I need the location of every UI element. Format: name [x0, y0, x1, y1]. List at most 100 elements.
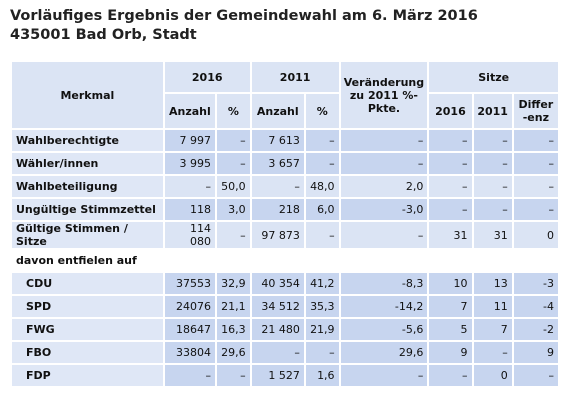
row-label: Gültige Stimmen / Sitze: [12, 222, 163, 248]
value-cell: 31: [429, 222, 472, 248]
value-cell: -14,2: [340, 296, 428, 317]
row-label: CDU: [12, 273, 163, 294]
row-label: FWG: [12, 319, 163, 340]
table-row: Wahlberechtigte 7 997–7 613– – – – –: [12, 130, 558, 151]
value-cell: 9: [513, 342, 558, 363]
subheader-cell: 2011: [473, 94, 512, 128]
value-cell: 21 480: [251, 319, 304, 340]
value-cell: 16,3: [217, 319, 250, 340]
table-row: Ungültige Stimmzettel 118 3,0 218 6,0 -3,0– – –: [12, 199, 558, 220]
value-cell: 3 995: [164, 153, 215, 174]
table-row: Gültige Stimmen / Sitze 114 080–97 873– –3…: [12, 222, 558, 248]
value-cell: 21,9: [305, 319, 339, 340]
value-cell: –: [473, 153, 512, 174]
value-cell: –: [513, 153, 558, 174]
value-cell: –: [473, 176, 512, 197]
value-cell: 114 080: [164, 222, 215, 248]
value-cell: 13: [473, 273, 512, 294]
value-cell: –: [429, 153, 472, 174]
value-cell: 10: [429, 273, 472, 294]
value-cell: –: [305, 153, 339, 174]
header-cell: Veränderung zu 2011 %-Pkte.: [340, 62, 428, 128]
value-cell: –: [164, 365, 215, 386]
value-cell: 1 527: [251, 365, 304, 386]
row-label: Wahlbeteiligung: [12, 176, 163, 197]
value-cell: –: [473, 199, 512, 220]
value-cell: –: [251, 342, 304, 363]
row-label: Wahlberechtigte: [12, 130, 163, 151]
value-cell: 218: [251, 199, 304, 220]
table-row: Wahlbeteiligung –50,0–48,0 2,0– – –: [12, 176, 558, 197]
value-cell: 33804: [164, 342, 215, 363]
row-label: Ungültige Stimmzettel: [12, 199, 163, 220]
value-cell: 31: [473, 222, 512, 248]
subheader-cell: Anzahl: [164, 94, 215, 128]
value-cell: –: [217, 222, 250, 248]
row-label: Wähler/innen: [12, 153, 163, 174]
value-cell: –: [513, 130, 558, 151]
row-label: FBO: [12, 342, 163, 363]
value-cell: –: [164, 176, 215, 197]
value-cell: -8,3: [340, 273, 428, 294]
value-cell: 29,6: [217, 342, 250, 363]
subheader-cell: 2016: [429, 94, 472, 128]
value-cell: -4: [513, 296, 558, 317]
subtitle: 435001 Bad Orb, Stadt: [10, 27, 197, 43]
value-cell: 3,0: [217, 199, 250, 220]
value-cell: –: [473, 342, 512, 363]
value-cell: 34 512: [251, 296, 304, 317]
value-cell: –: [513, 199, 558, 220]
value-cell: 7: [473, 319, 512, 340]
value-cell: 7: [429, 296, 472, 317]
header-cell: Sitze: [429, 62, 558, 92]
value-cell: 37553: [164, 273, 215, 294]
header-cell: Merkmal: [12, 62, 163, 128]
value-cell: 9: [429, 342, 472, 363]
value-cell: 118: [164, 199, 215, 220]
value-cell: 1,6: [305, 365, 339, 386]
table-row: Wähler/innen 3 995–3 657– – – – –: [12, 153, 558, 174]
value-cell: 7 613: [251, 130, 304, 151]
value-cell: 40 354: [251, 273, 304, 294]
value-cell: –: [513, 176, 558, 197]
value-cell: 2,0: [340, 176, 428, 197]
results-table: Merkmal 2016 2011 Veränderung zu 2011 %-…: [10, 60, 560, 388]
value-cell: 48,0: [305, 176, 339, 197]
value-cell: 11: [473, 296, 512, 317]
value-cell: 24076: [164, 296, 215, 317]
value-cell: 3 657: [251, 153, 304, 174]
value-cell: 29,6: [340, 342, 428, 363]
title: Vorläufiges Ergebnis der Gemeindewahl am…: [10, 8, 478, 24]
value-cell: 21,1: [217, 296, 250, 317]
value-cell: -3: [513, 273, 558, 294]
value-cell: 18647: [164, 319, 215, 340]
value-cell: –: [513, 365, 558, 386]
value-cell: –: [217, 130, 250, 151]
value-cell: 0: [473, 365, 512, 386]
value-cell: –: [305, 222, 339, 248]
value-cell: -2: [513, 319, 558, 340]
header-cell: 2011: [251, 62, 339, 92]
value-cell: 0: [513, 222, 558, 248]
value-cell: 6,0: [305, 199, 339, 220]
row-label: FDP: [12, 365, 163, 386]
value-cell: –: [305, 130, 339, 151]
value-cell: 7 997: [164, 130, 215, 151]
value-cell: –: [340, 130, 428, 151]
value-cell: –: [429, 130, 472, 151]
value-cell: –: [340, 365, 428, 386]
subheader-cell: %: [217, 94, 250, 128]
value-cell: 41,2: [305, 273, 339, 294]
value-cell: –: [429, 176, 472, 197]
value-cell: 50,0: [217, 176, 250, 197]
value-cell: 5: [429, 319, 472, 340]
table-row: FWG 18647 16,3 21 480 21,9 -5,6 5 7 -2: [12, 319, 558, 340]
table-row: SPD 24076 21,1 34 512 35,3 -14,2 7 11 -4: [12, 296, 558, 317]
value-cell: –: [305, 342, 339, 363]
value-cell: –: [429, 365, 472, 386]
table-row: FDP – –1 527 1,6– –0–: [12, 365, 558, 386]
value-cell: –: [340, 222, 428, 248]
value-cell: 35,3: [305, 296, 339, 317]
table-row: FBO 33804 29,6– –29,6 9–9: [12, 342, 558, 363]
